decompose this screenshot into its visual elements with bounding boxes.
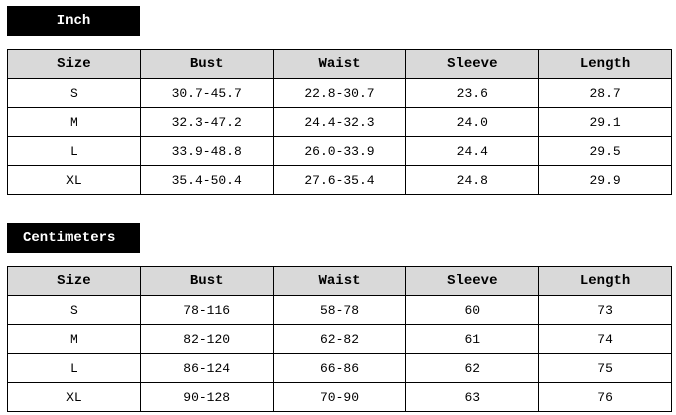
centimeters-section-title: Centimeters — [23, 230, 116, 246]
table-row: S 30.7-45.7 22.8-30.7 23.6 28.7 — [7, 78, 672, 108]
cell-sleeve: 60 — [405, 295, 540, 325]
cell-length: 75 — [538, 353, 672, 383]
table-row: L 86-124 66-86 62 75 — [7, 353, 672, 383]
inch-size-table: Size Bust Waist Sleeve Length S 30.7-45.7 22.8-… — [7, 49, 672, 195]
cell-sleeve: 24.0 — [405, 107, 540, 137]
cell-sleeve: 23.6 — [405, 78, 540, 108]
cell-size: XL — [7, 165, 141, 195]
column-header-size: Size — [7, 266, 141, 296]
cell-waist: 66-86 — [272, 353, 407, 383]
cell-bust: 32.3-47.2 — [139, 107, 274, 137]
cell-waist: 22.8-30.7 — [272, 78, 407, 108]
cell-size: S — [7, 295, 141, 325]
cell-length: 74 — [538, 324, 672, 354]
column-header-length: Length — [538, 266, 672, 296]
cell-waist: 26.0-33.9 — [272, 136, 407, 166]
cell-bust: 90-128 — [139, 382, 274, 412]
centimeters-size-table: Size Bust Waist Sleeve Length S 78-116 58-78 60 7… — [7, 266, 672, 412]
cell-sleeve: 63 — [405, 382, 540, 412]
cell-sleeve: 24.8 — [405, 165, 540, 195]
cell-bust: 78-116 — [139, 295, 274, 325]
cell-sleeve: 62 — [405, 353, 540, 383]
cell-bust: 30.7-45.7 — [139, 78, 274, 108]
header-row: Size Bust Waist Sleeve Length — [7, 49, 672, 79]
header-row: Size Bust Waist Sleeve Length — [7, 266, 672, 296]
centimeters-section-label: Centimeters — [7, 223, 140, 253]
cell-size: L — [7, 353, 141, 383]
cell-bust: 86-124 — [139, 353, 274, 383]
cell-size: S — [7, 78, 141, 108]
cell-size: M — [7, 107, 141, 137]
column-header-waist: Waist — [272, 266, 407, 296]
column-header-sleeve: Sleeve — [405, 266, 540, 296]
cell-sleeve: 24.4 — [405, 136, 540, 166]
table-row: L 33.9-48.8 26.0-33.9 24.4 29.5 — [7, 136, 672, 166]
cell-bust: 35.4-50.4 — [139, 165, 274, 195]
inch-section-title: Inch — [56, 13, 91, 29]
cell-size: L — [7, 136, 141, 166]
cell-bust: 33.9-48.8 — [139, 136, 274, 166]
cell-size: M — [7, 324, 141, 354]
cell-waist: 58-78 — [272, 295, 407, 325]
table-row: XL 35.4-50.4 27.6-35.4 24.8 29.9 — [7, 165, 672, 195]
cell-length: 73 — [538, 295, 672, 325]
cell-bust: 82-120 — [139, 324, 274, 354]
inch-section-label: Inch — [7, 6, 140, 36]
cell-waist: 70-90 — [272, 382, 407, 412]
column-header-bust: Bust — [139, 49, 274, 79]
cell-waist: 62-82 — [272, 324, 407, 354]
column-header-size: Size — [7, 49, 141, 79]
cell-waist: 27.6-35.4 — [272, 165, 407, 195]
cell-length: 29.9 — [538, 165, 672, 195]
column-header-length: Length — [538, 49, 672, 79]
cell-sleeve: 61 — [405, 324, 540, 354]
cell-length: 29.1 — [538, 107, 672, 137]
table-row: M 32.3-47.2 24.4-32.3 24.0 29.1 — [7, 107, 672, 137]
cell-length: 29.5 — [538, 136, 672, 166]
column-header-waist: Waist — [272, 49, 407, 79]
column-header-bust: Bust — [139, 266, 274, 296]
cell-size: XL — [7, 382, 141, 412]
column-header-sleeve: Sleeve — [405, 49, 540, 79]
cell-length: 76 — [538, 382, 672, 412]
table-row: S 78-116 58-78 60 73 — [7, 295, 672, 325]
cell-length: 28.7 — [538, 78, 672, 108]
cell-waist: 24.4-32.3 — [272, 107, 407, 137]
table-row: M 82-120 62-82 61 74 — [7, 324, 672, 354]
table-row: XL 90-128 70-90 63 76 — [7, 382, 672, 412]
